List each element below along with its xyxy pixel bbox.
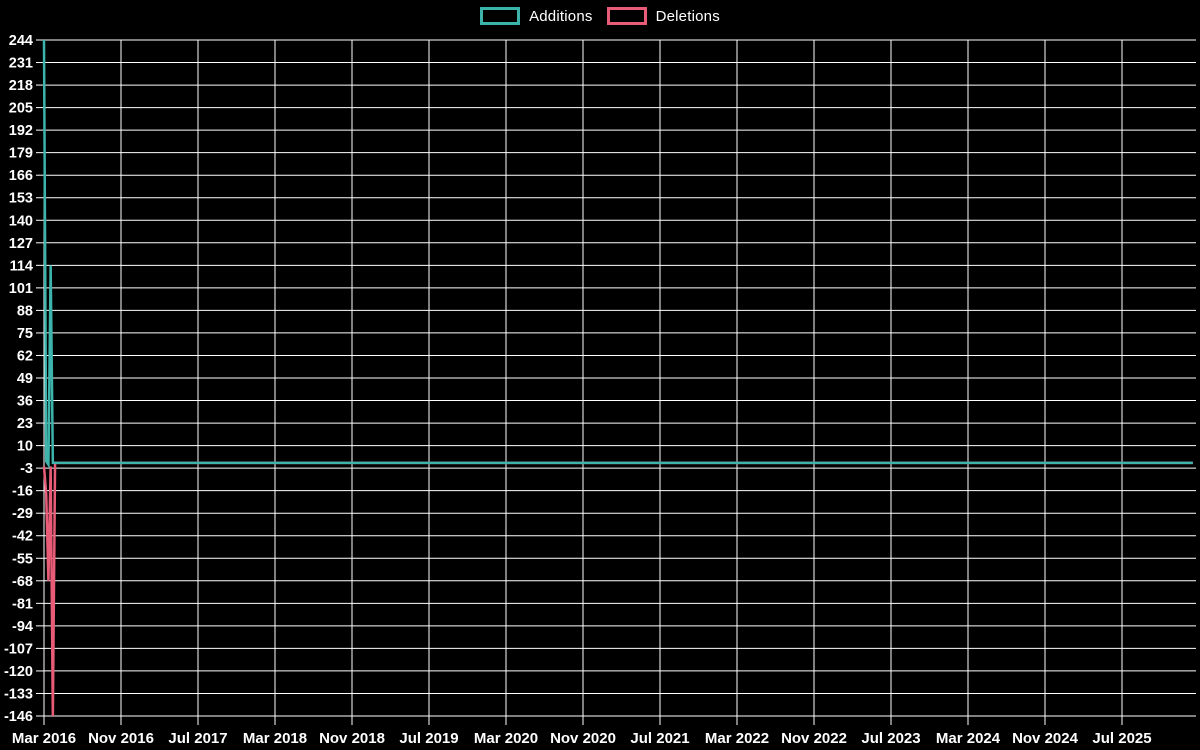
additions-line: [42, 39, 1193, 469]
axis-labels: 244 231 218 205 192 179 166 153 140 127 114 101 88 75…: [4, 33, 1152, 747]
y-axis-tick-label: 244: [9, 33, 33, 49]
y-axis-tick-label: 101: [9, 281, 33, 297]
y-axis-tick-label: -42: [12, 529, 33, 545]
legend-item-deletions[interactable]: Deletions: [606, 7, 720, 25]
y-axis-tick-label: 127: [9, 236, 33, 252]
y-axis-tick-label: -94: [12, 619, 33, 635]
x-axis-tick-label: Jul 2021: [630, 730, 689, 747]
x-axis-tick-label: Nov 2022: [781, 730, 847, 747]
x-axis-tick-label: Nov 2020: [550, 730, 616, 747]
x-axis-tick-label: Jul 2025: [1092, 730, 1151, 747]
y-axis-tick-label: 49: [17, 371, 33, 387]
y-axis-tick-label: 88: [17, 303, 33, 319]
x-axis-tick-label: Jul 2023: [861, 730, 920, 747]
x-axis-tick-label: Nov 2016: [88, 730, 154, 747]
legend-label-deletions: Deletions: [655, 7, 720, 25]
y-axis-tick-label: -81: [12, 596, 33, 612]
x-axis-tick-label: Mar 2020: [474, 730, 538, 747]
y-axis-tick-label: 205: [9, 101, 33, 117]
y-axis-tick-label: -3: [20, 461, 33, 477]
y-axis-tick-label: -55: [12, 551, 33, 567]
y-axis-tick-label: -68: [12, 574, 33, 590]
gridlines: [43, 39, 1196, 717]
x-axis-tick-label: Mar 2024: [936, 730, 1001, 747]
y-axis-tick-label: 114: [10, 258, 33, 274]
y-axis-tick-label: -133: [4, 686, 33, 702]
legend-item-additions[interactable]: Additions: [480, 7, 593, 25]
deletions-swatch-icon: [606, 7, 647, 25]
y-axis-tick-label: 166: [9, 168, 33, 184]
y-axis-tick-label: -120: [4, 664, 33, 680]
y-axis-tick-label: 218: [9, 78, 33, 94]
x-axis-tick-label: Mar 2022: [705, 730, 769, 747]
y-axis-tick-label: 140: [9, 213, 33, 229]
y-axis-tick-label: 36: [17, 394, 33, 410]
additions-swatch-icon: [480, 7, 521, 25]
y-axis-tick-label: 62: [17, 348, 33, 364]
x-axis-tick-label: Jul 2017: [168, 730, 227, 747]
x-axis-tick-label: Nov 2024: [1012, 730, 1079, 747]
y-axis-tick-label: -29: [12, 506, 33, 522]
y-axis-tick-label: 75: [17, 326, 33, 342]
series-lines: [42, 39, 1193, 717]
y-axis-tick-label: -146: [4, 709, 33, 725]
legend-label-additions: Additions: [529, 7, 593, 25]
x-axis-tick-label: Mar 2016: [12, 730, 76, 747]
chart-legend: Additions Deletions: [0, 7, 1200, 25]
y-axis-tick-label: 179: [9, 146, 33, 162]
y-axis-tick-label: -16: [12, 484, 33, 500]
y-axis-tick-label: 231: [9, 56, 33, 72]
y-axis-tick-label: 192: [9, 123, 33, 139]
y-axis-tick-label: 10: [17, 439, 33, 455]
axes: [36, 39, 1123, 725]
y-axis-tick-label: 23: [17, 416, 33, 432]
x-axis-tick-label: Jul 2019: [399, 730, 458, 747]
y-axis-tick-label: 153: [9, 191, 33, 207]
x-axis-tick-label: Mar 2018: [243, 730, 307, 747]
y-axis-tick-label: -107: [4, 641, 33, 657]
x-axis-tick-label: Nov 2018: [319, 730, 385, 747]
deletions-line: [42, 461, 1193, 717]
